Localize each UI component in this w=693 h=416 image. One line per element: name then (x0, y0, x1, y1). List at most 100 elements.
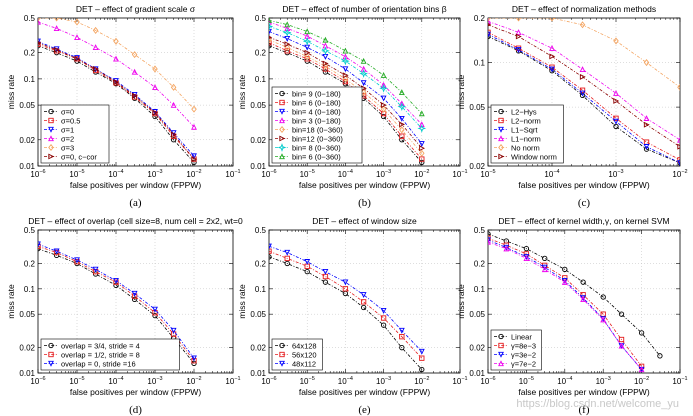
y-tick-label: 0.02 (469, 344, 485, 353)
data-point (419, 149, 425, 157)
chart-title: DET – effect of gradient scale σ (76, 4, 196, 14)
data-point (515, 29, 522, 35)
data-point (488, 237, 491, 244)
data-point (579, 73, 586, 80)
legend-label: Window norm (511, 153, 557, 162)
data-point (488, 18, 491, 24)
series-group (488, 231, 663, 373)
legend-swatch-marker (498, 117, 504, 124)
y-tick-label: 0.2 (24, 259, 36, 268)
legend-label: L2−Hys (511, 108, 537, 117)
data-point (579, 21, 586, 29)
data-point (399, 121, 406, 128)
y-tick-label: 0.02 (19, 136, 35, 145)
panel-caption: (f) (579, 404, 590, 416)
data-point (284, 249, 291, 256)
x-tick-label: 10−5 (480, 169, 495, 179)
data-point (579, 92, 586, 99)
x-tick-label: 10−5 (300, 169, 315, 179)
watermark-text: https://blog.csdn.net/welcome_yu (516, 398, 679, 410)
legend-swatch-marker (48, 126, 54, 133)
data-point (549, 66, 555, 73)
data-point (322, 269, 329, 275)
data-point (541, 264, 548, 271)
data-point (92, 66, 99, 73)
data-point (113, 55, 119, 62)
legend-swatch-marker (277, 143, 287, 152)
data-point (53, 47, 60, 53)
chart-panel-2: 10−6 10−5 10−4 10−3 10−2 10−1 0.01 0.02 0.05 0.1 0… (237, 4, 468, 209)
data-point (38, 241, 41, 248)
data-point (523, 255, 530, 262)
chart-panel-6: 10−6 10−5 10−4 10−3 10−2 10−1 0.01 0.02 0.05 0.1 0… (456, 216, 688, 416)
x-tick-label: 10−2 (672, 169, 687, 179)
data-point (515, 18, 522, 22)
data-point (269, 22, 274, 31)
data-point (92, 44, 99, 51)
legend-swatch-marker (279, 99, 285, 106)
data-point (638, 330, 645, 336)
data-point (269, 28, 272, 35)
x-axis-label: false positives per window (FPPW) (299, 180, 430, 190)
legend-label: γ=7e−2 (511, 360, 536, 369)
y-tick-label: 0.02 (469, 162, 485, 171)
data-point (53, 18, 60, 22)
data-point (398, 89, 405, 96)
data-point (322, 66, 329, 72)
data-point (542, 255, 548, 262)
series-line-6 (38, 42, 195, 160)
data-point (342, 66, 349, 73)
chart-title: DET – effect of number of orientation bi… (282, 4, 446, 14)
series-line-1 (488, 233, 661, 357)
data-point (113, 79, 120, 85)
y-tick-label: 0.1 (255, 75, 267, 84)
data-point (322, 36, 329, 43)
x-tick-label: 10−4 (557, 376, 572, 386)
data-point (342, 72, 349, 79)
data-point (418, 348, 425, 355)
series-group (38, 18, 198, 166)
data-point (74, 18, 80, 26)
data-point (399, 334, 405, 340)
y-axis-label: miss rate (6, 284, 16, 319)
series-group (269, 18, 427, 166)
legend-label: L1−norm (511, 135, 541, 144)
data-point (677, 143, 680, 150)
legend-label: bin=12 (0−360) (292, 135, 343, 144)
series-line-2 (488, 237, 642, 367)
data-point (579, 66, 586, 72)
axes-frame (487, 17, 681, 167)
panel-caption: (a) (129, 197, 142, 209)
data-point (613, 118, 619, 125)
data-point (503, 245, 510, 252)
data-point (304, 56, 310, 62)
legend-label: overlap = 3/4, stride = 4 (61, 342, 140, 351)
y-tick-label: 0.2 (474, 259, 486, 268)
data-point (515, 47, 522, 53)
legend-label: bin= 6 (0−180) (292, 99, 341, 108)
legend-swatch-marker (48, 351, 54, 358)
data-point (191, 355, 197, 362)
data-point (269, 243, 272, 250)
data-point (677, 157, 680, 163)
x-tick-label: 10−2 (414, 169, 429, 179)
legend-swatch-marker (498, 360, 504, 367)
legend-swatch-marker (48, 135, 54, 142)
data-point (113, 278, 119, 284)
x-tick-label: 10−1 (225, 376, 240, 386)
data-point (399, 137, 405, 143)
x-tick-label: 10−4 (108, 169, 123, 179)
data-point (380, 308, 387, 314)
legend-swatch-marker (48, 153, 55, 160)
data-point (74, 257, 80, 264)
y-tick-label: 0.01 (250, 162, 266, 171)
data-point (322, 273, 329, 280)
data-point (113, 37, 119, 45)
x-tick-label: 10−6 (30, 376, 45, 386)
data-point (302, 36, 312, 46)
data-point (677, 83, 680, 91)
x-tick-label: 10−3 (376, 169, 391, 179)
data-point (643, 139, 650, 145)
